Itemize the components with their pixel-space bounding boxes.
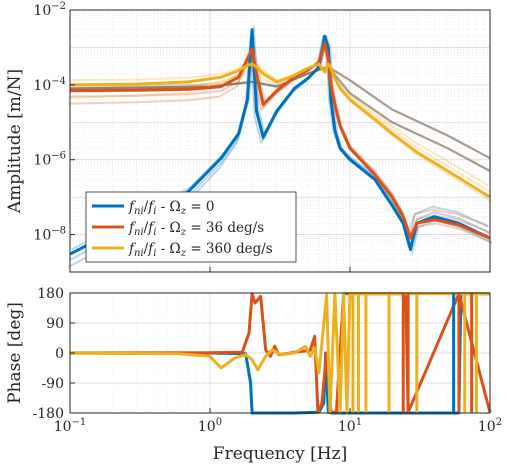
amplitude-y-tick-label: 10−8 <box>33 226 66 244</box>
phase-series-2 <box>69 292 490 414</box>
phase-y-tick-label: 90 <box>46 316 64 332</box>
xlabel: Frequency [Hz] <box>213 444 347 464</box>
phase-axes: 10−1 100 101 102 -180 -90 0 90 180 Phase [deg] <box>5 286 502 435</box>
phase-y-tick-label: -90 <box>41 376 64 392</box>
phase-ylabel: Phase [deg] <box>5 302 25 404</box>
phase-series-group <box>69 292 492 415</box>
phase-ticks: 10−1 100 101 102 -180 -90 0 90 180 <box>33 286 503 435</box>
amplitude-ticks: 10−8 10−6 10−4 10−2 <box>33 1 491 272</box>
phase-y-tick-label: -180 <box>33 406 64 422</box>
amplitude-series-group <box>67 25 493 268</box>
amplitude-coupling-curve <box>69 65 491 160</box>
legend-label-omega-0: fni/fi - Ωz = 0 <box>128 199 215 217</box>
amplitude-frame <box>69 9 491 273</box>
amplitude-y-tick-label: 10−2 <box>33 1 66 19</box>
phase-y-tick-label: 0 <box>55 346 64 362</box>
x-tick-label: 102 <box>478 417 502 435</box>
legend-label-omega-36: fni/fi - Ωz = 36 deg/s <box>128 220 264 238</box>
phase-y-tick-label: 180 <box>37 286 64 302</box>
x-tick-label: 100 <box>198 417 222 435</box>
amplitude-series-1 <box>69 41 491 240</box>
amplitude-series-0 <box>69 28 491 256</box>
amplitude-series-2 <box>69 62 491 199</box>
x-tick-label: 101 <box>338 417 362 435</box>
amplitude-ylabel: Amplitude [m/N] <box>5 69 25 214</box>
legend-label-omega-360: fni/fi - Ωz = 360 deg/s <box>128 241 273 259</box>
amplitude-y-tick-label: 10−4 <box>33 76 66 94</box>
amplitude-y-tick-label: 10−6 <box>33 151 66 169</box>
legend: fni/fi - Ωz = 0 fni/fi - Ωz = 36 deg/s f… <box>85 191 297 263</box>
x-tick-label: 10−1 <box>54 417 87 435</box>
